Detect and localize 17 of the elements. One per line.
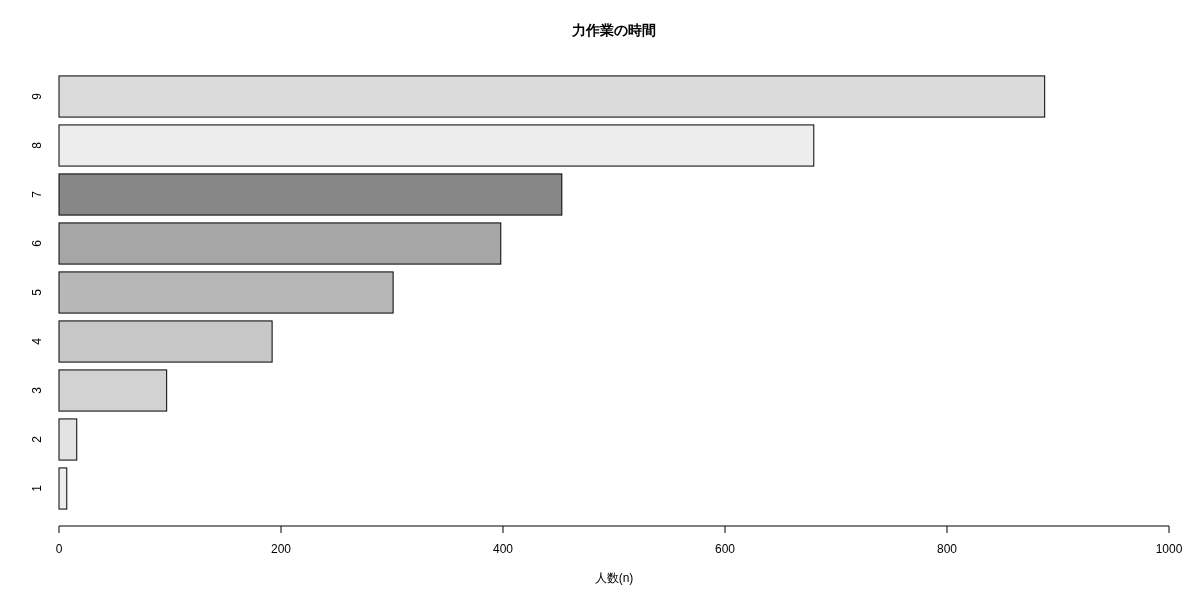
- y-tick-label: 9: [30, 92, 44, 100]
- x-tick-label: 400: [492, 542, 514, 556]
- y-tick-label: 5: [30, 288, 44, 296]
- y-tick-label: 4: [30, 337, 44, 345]
- y-tick-label: 1: [30, 484, 44, 492]
- chart-title: 力作業の時間: [571, 22, 656, 38]
- y-tick-label: 3: [30, 386, 44, 394]
- y-tick-label: 7: [30, 190, 44, 198]
- x-tick-label: 0: [55, 542, 63, 556]
- x-tick-label: 200: [270, 542, 292, 556]
- y-tick-label: 8: [30, 141, 44, 149]
- y-tick-label: 2: [30, 435, 44, 443]
- x-tick-label: 800: [936, 542, 958, 556]
- y-tick-label: 6: [30, 239, 44, 247]
- x-tick-label: 600: [714, 542, 736, 556]
- x-axis-title: 人数(n): [594, 571, 634, 585]
- x-tick-label: 1000: [1155, 542, 1183, 556]
